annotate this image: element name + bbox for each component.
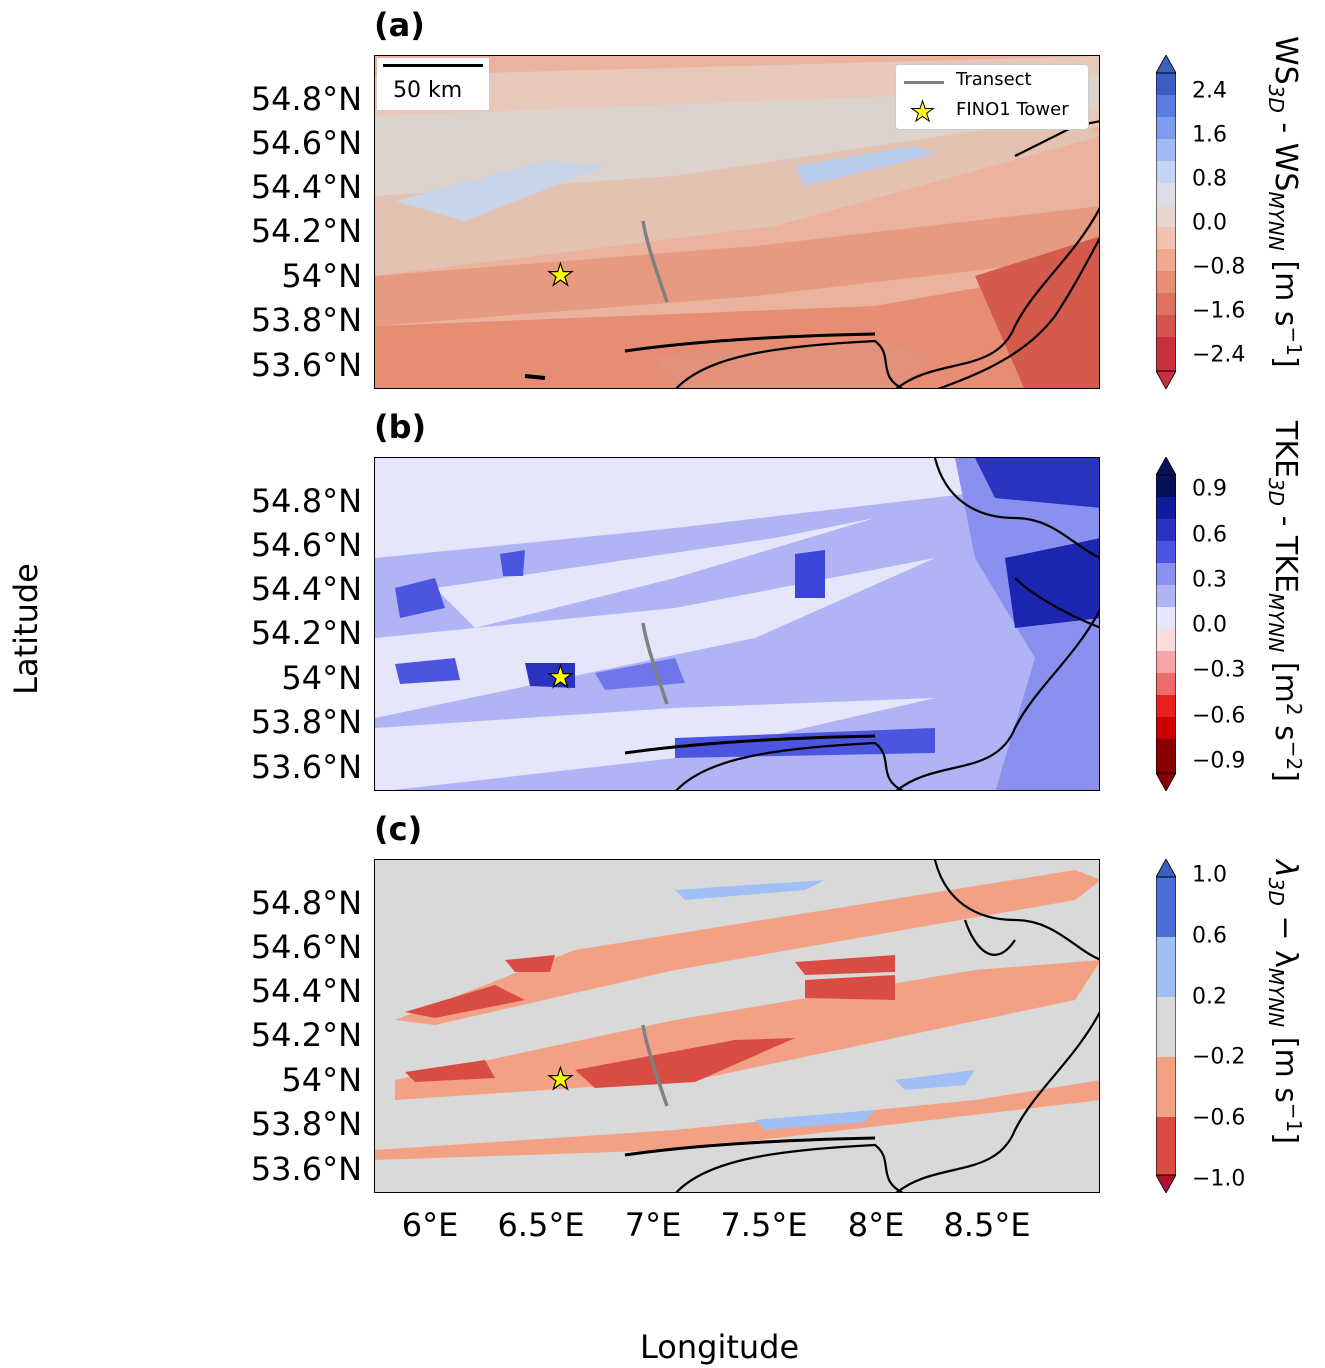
cbar-tick: 0.8: [1192, 166, 1227, 192]
colorbar-c-title: λ3D − λMYNN [m s−1]: [1264, 860, 1306, 1145]
cbar-tick: 0.0: [1192, 612, 1227, 638]
cbar-tick: 0.2: [1192, 984, 1227, 1010]
lat-tick: 53.8°N: [250, 301, 362, 339]
colorbar-a-scale: [1156, 55, 1176, 389]
lat-tick: 54.8°N: [250, 482, 362, 520]
x-axis-title: Longitude: [640, 1328, 800, 1366]
lat-tick: 54.4°N: [250, 972, 362, 1010]
cbar-tick: 0.3: [1192, 567, 1227, 593]
lat-tick: 54.6°N: [250, 928, 362, 966]
cbar-tick: −0.9: [1192, 748, 1246, 774]
cbar-tick: −0.3: [1192, 657, 1246, 683]
cbar-tick: −1.0: [1192, 1166, 1246, 1192]
panel-b-label: (b): [374, 408, 427, 446]
cbar-tick: 0.9: [1192, 476, 1227, 502]
lat-tick: 54.2°N: [250, 614, 362, 652]
cbar-tick: 0.0: [1192, 210, 1227, 236]
cbar-tick: 1.0: [1192, 862, 1227, 888]
lat-tick: 54.2°N: [250, 1016, 362, 1054]
lat-tick: 53.6°N: [250, 1150, 362, 1188]
lat-tick: 54.4°N: [250, 168, 362, 206]
transect-line-a: [641, 220, 669, 303]
map-c-field: [375, 860, 1099, 1192]
lat-tick: 54°N: [281, 257, 362, 295]
map-panel-a: 50 km Transect ★ FINO1 Tower ★: [374, 55, 1100, 389]
colorbar-b-scale: [1156, 457, 1176, 791]
map-panel-b: ★: [374, 457, 1100, 791]
lat-tick: 54.8°N: [250, 80, 362, 118]
cbar-tick: −0.6: [1192, 1105, 1246, 1131]
lat-tick: 54.8°N: [250, 884, 362, 922]
colorbar-c-scale: [1156, 859, 1176, 1193]
cbar-tick: 0.6: [1192, 522, 1227, 548]
lon-tick: 8.5°E: [943, 1206, 1031, 1244]
lat-tick: 53.6°N: [250, 748, 362, 786]
tower-legend-label: FINO1 Tower: [956, 99, 1069, 120]
scale-bar: 50 km: [377, 58, 489, 110]
lat-tick: 54.6°N: [250, 526, 362, 564]
panel-a-label: (a): [374, 6, 425, 44]
transect-line-c: [641, 1024, 669, 1107]
transect-legend-swatch: [904, 81, 944, 84]
lon-tick: 6°E: [401, 1206, 459, 1244]
y-axis-title: Latitude: [6, 563, 45, 695]
cbar-tick: −2.4: [1192, 342, 1246, 368]
lon-tick: 8°E: [847, 1206, 905, 1244]
map-panel-c: ★: [374, 859, 1100, 1193]
cbar-tick: −0.6: [1192, 703, 1246, 729]
lat-tick: 53.8°N: [250, 1105, 362, 1143]
cbar-tick: −0.2: [1192, 1044, 1246, 1070]
cbar-tick: −1.6: [1192, 298, 1246, 324]
fino1-star-icon: ★: [546, 1061, 574, 1097]
lat-tick: 53.8°N: [250, 703, 362, 741]
star-icon: ★: [909, 95, 936, 129]
cbar-tick: 1.6: [1192, 122, 1227, 148]
colorbar-a-title: WS3D - WSMYNN [m s−1]: [1264, 36, 1306, 368]
fino1-star-icon: ★: [546, 659, 574, 695]
lat-tick: 54.6°N: [250, 124, 362, 162]
lon-tick: 7.5°E: [720, 1206, 808, 1244]
transect-line-b: [641, 622, 669, 705]
lat-tick: 54.4°N: [250, 570, 362, 608]
transect-legend-label: Transect: [956, 69, 1032, 90]
map-b-field: [375, 458, 1099, 790]
lat-tick: 54°N: [281, 1061, 362, 1099]
panel-c-label: (c): [374, 810, 423, 848]
cbar-tick: −0.8: [1192, 254, 1246, 280]
map-legend: Transect ★ FINO1 Tower: [895, 64, 1089, 130]
cbar-tick: 0.6: [1192, 923, 1227, 949]
lat-tick: 54°N: [281, 659, 362, 697]
lat-tick: 54.2°N: [250, 212, 362, 250]
lat-tick: 53.6°N: [250, 346, 362, 384]
colorbar-b-title: TKE3D - TKEMYNN [m2 s−2]: [1264, 421, 1306, 782]
fino1-star-icon: ★: [546, 257, 574, 293]
lon-tick: 6.5°E: [497, 1206, 585, 1244]
cbar-tick: 2.4: [1192, 78, 1227, 104]
lon-tick: 7°E: [624, 1206, 682, 1244]
